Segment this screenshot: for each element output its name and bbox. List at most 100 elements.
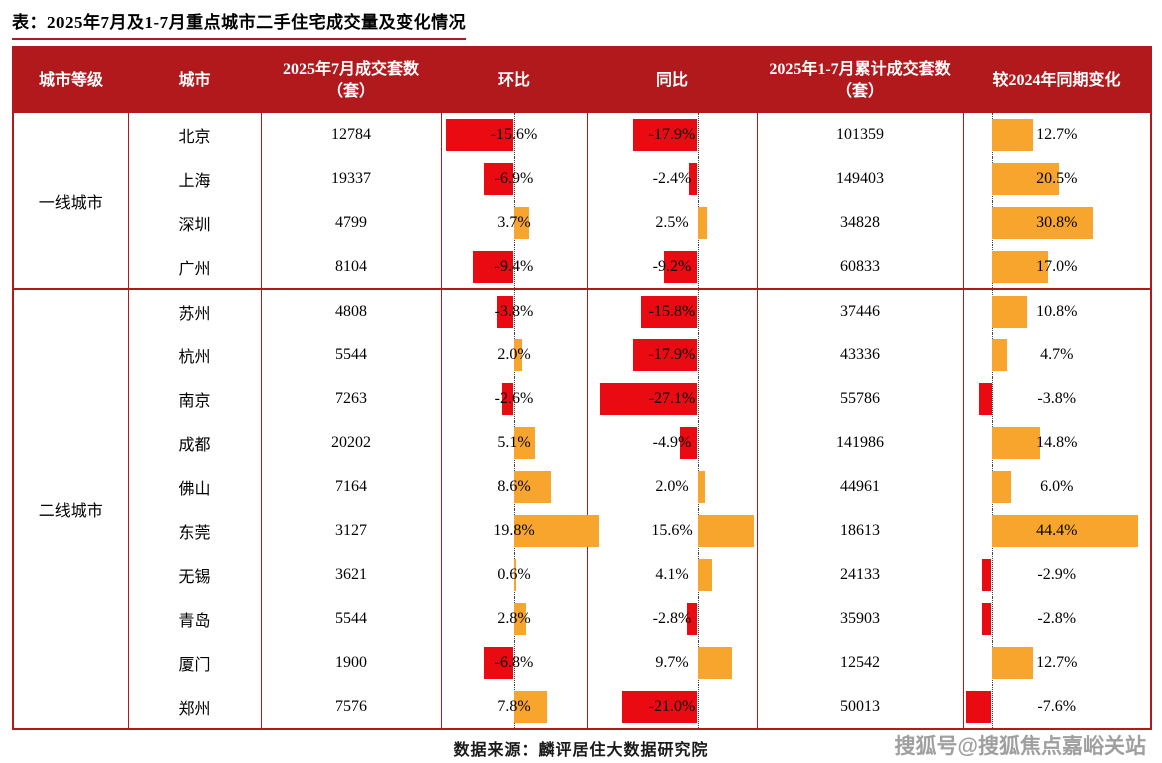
yoy-bar-cell: 15.6%	[586, 509, 757, 553]
yoy-bar-label: -21.0%	[648, 698, 696, 715]
vs2024-bar-label: 20.5%	[1036, 170, 1078, 187]
cum-sales-cell: 37446	[756, 288, 963, 333]
mom-bar	[513, 691, 547, 723]
table-header: 城市等级 城市 2025年7月成交套数（套） 环比 同比 2025年1-7月累计…	[13, 47, 1151, 113]
vs2024-bar-cell: 12.7%	[962, 641, 1151, 685]
jul-sales-cell: 7164	[260, 465, 441, 509]
table-row: 深圳 4799 3.7% 2.5% 34828 30.8%	[13, 201, 1151, 245]
vs2024-bar-cell: -2.9%	[962, 553, 1151, 597]
zero-axis-line	[697, 333, 699, 377]
yoy-bar	[697, 647, 733, 679]
city-cell: 深圳	[127, 201, 261, 245]
vs2024-bar-label: 14.8%	[1036, 434, 1078, 451]
mom-bar-cell: 5.1%	[440, 421, 587, 465]
mom-bar-label: -9.4%	[494, 258, 534, 275]
cum-sales-cell: 35903	[756, 597, 963, 641]
yoy-bar	[633, 119, 698, 151]
mom-bar-label: -15.6%	[490, 126, 538, 143]
vs2024-bar	[966, 691, 992, 723]
vs2024-bar-cell: 20.5%	[962, 157, 1151, 201]
yoy-bar-cell: 2.5%	[586, 201, 757, 245]
vs2024-bar-cell: 10.8%	[962, 288, 1151, 333]
yoy-bar-cell: 9.7%	[586, 641, 757, 685]
city-cell: 无锡	[127, 553, 261, 597]
vs2024-bar-label: -7.6%	[1037, 698, 1077, 715]
cum-sales-cell: 43336	[756, 333, 963, 377]
mom-bar	[446, 119, 514, 151]
city-cell: 厦门	[127, 641, 261, 685]
zero-axis-line	[697, 377, 699, 421]
zero-axis-line	[697, 245, 699, 288]
mom-bar	[513, 559, 517, 591]
yoy-bar	[633, 339, 698, 371]
vs2024-bar	[991, 339, 1007, 371]
vs2024-bar	[991, 163, 1060, 195]
yoy-bar-label: -27.1%	[648, 390, 696, 407]
jul-sales-cell: 12784	[260, 113, 441, 157]
table-row: 无锡 3621 0.6% 4.1% 24133 -2.9%	[13, 553, 1151, 597]
yoy-bar	[697, 559, 713, 591]
zero-axis-line	[513, 290, 515, 333]
yoy-bar-cell: -9.2%	[586, 245, 757, 289]
vs2024-bar-label: 6.0%	[1040, 478, 1074, 495]
yoy-bar	[697, 471, 705, 503]
city-cell: 广州	[127, 245, 261, 289]
vs2024-bar-label: -2.9%	[1037, 566, 1077, 583]
mom-bar	[483, 163, 514, 195]
yoy-bar-cell: -17.9%	[586, 333, 757, 377]
yoy-bar-cell: 4.1%	[586, 553, 757, 597]
header-yoy: 同比	[587, 47, 757, 113]
jul-sales-cell: 4799	[260, 201, 441, 245]
vs2024-bar-cell: 30.8%	[962, 201, 1151, 245]
zero-axis-line	[697, 421, 699, 465]
header-vs2024: 较2024年同期变化	[963, 47, 1151, 113]
mom-bar	[484, 647, 514, 679]
vs2024-bar-label: -2.8%	[1037, 610, 1077, 627]
header-cum-sales: 2025年1-7月累计成交套数（套）	[757, 47, 963, 113]
yoy-bar-cell: -4.9%	[586, 421, 757, 465]
cum-sales-cell: 12542	[756, 641, 963, 685]
yoy-bar-label: -9.2%	[652, 258, 692, 275]
cum-sales-cell: 44961	[756, 465, 963, 509]
city-cell: 成都	[127, 421, 261, 465]
mom-bar-cell: 19.8%	[440, 509, 599, 553]
zero-axis-line	[697, 113, 699, 157]
mom-bar	[513, 471, 551, 503]
mom-bar-cell: -3.8%	[440, 288, 587, 333]
vs2024-bar-cell: 17.0%	[962, 245, 1151, 289]
yoy-bar-label: -15.8%	[648, 303, 696, 320]
yoy-bar-label: 2.5%	[655, 214, 689, 231]
mom-bar-label: 3.7%	[497, 214, 531, 231]
mom-bar-label: 8.6%	[497, 478, 531, 495]
zero-axis-line	[991, 553, 993, 597]
table-row: 厦门 1900 -6.8% 9.7% 12542 12.7%	[13, 641, 1151, 685]
yoy-bar-label: -2.8%	[652, 610, 692, 627]
yoy-bar-label: 9.7%	[655, 654, 689, 671]
yoy-bar-cell: -21.0%	[586, 685, 757, 729]
mom-bar-label: 7.8%	[497, 698, 531, 715]
mom-bar-label: 2.8%	[497, 610, 531, 627]
city-cell: 北京	[127, 113, 261, 157]
tier-cell: 一线城市	[38, 194, 103, 212]
vs2024-bar	[981, 559, 992, 591]
city-cell: 青岛	[127, 597, 261, 641]
table-row: 一线城市 北京 12784 -15.6% -17.9% 101359 12.7%	[13, 113, 1151, 212]
mom-bar-cell: 8.6%	[440, 465, 587, 509]
mom-bar	[513, 339, 523, 371]
vs2024-bar	[991, 647, 1034, 679]
vs2024-bar	[991, 296, 1028, 328]
mom-bar-cell: 3.7%	[440, 201, 587, 245]
header-jul-sales: 2025年7月成交套数（套）	[261, 47, 441, 113]
zero-axis-line	[513, 157, 515, 201]
table-row: 二线城市 苏州 4808 -3.8% -15.8% 37446 10.8%	[13, 288, 1151, 729]
yoy-bar-cell: -15.8%	[586, 288, 757, 333]
mom-bar	[513, 515, 599, 547]
cum-sales-cell: 141986	[756, 421, 963, 465]
yoy-bar-cell: -2.8%	[586, 597, 757, 641]
yoy-bar	[688, 163, 698, 195]
vs2024-bar-label: 44.4%	[1036, 522, 1078, 539]
mom-bar-cell: -6.8%	[440, 641, 587, 685]
jul-sales-cell: 3127	[260, 509, 441, 553]
table-row: 南京 7263 -2.6% -27.1% 55786 -3.8%	[13, 377, 1151, 421]
mom-bar-cell: 0.6%	[440, 553, 587, 597]
